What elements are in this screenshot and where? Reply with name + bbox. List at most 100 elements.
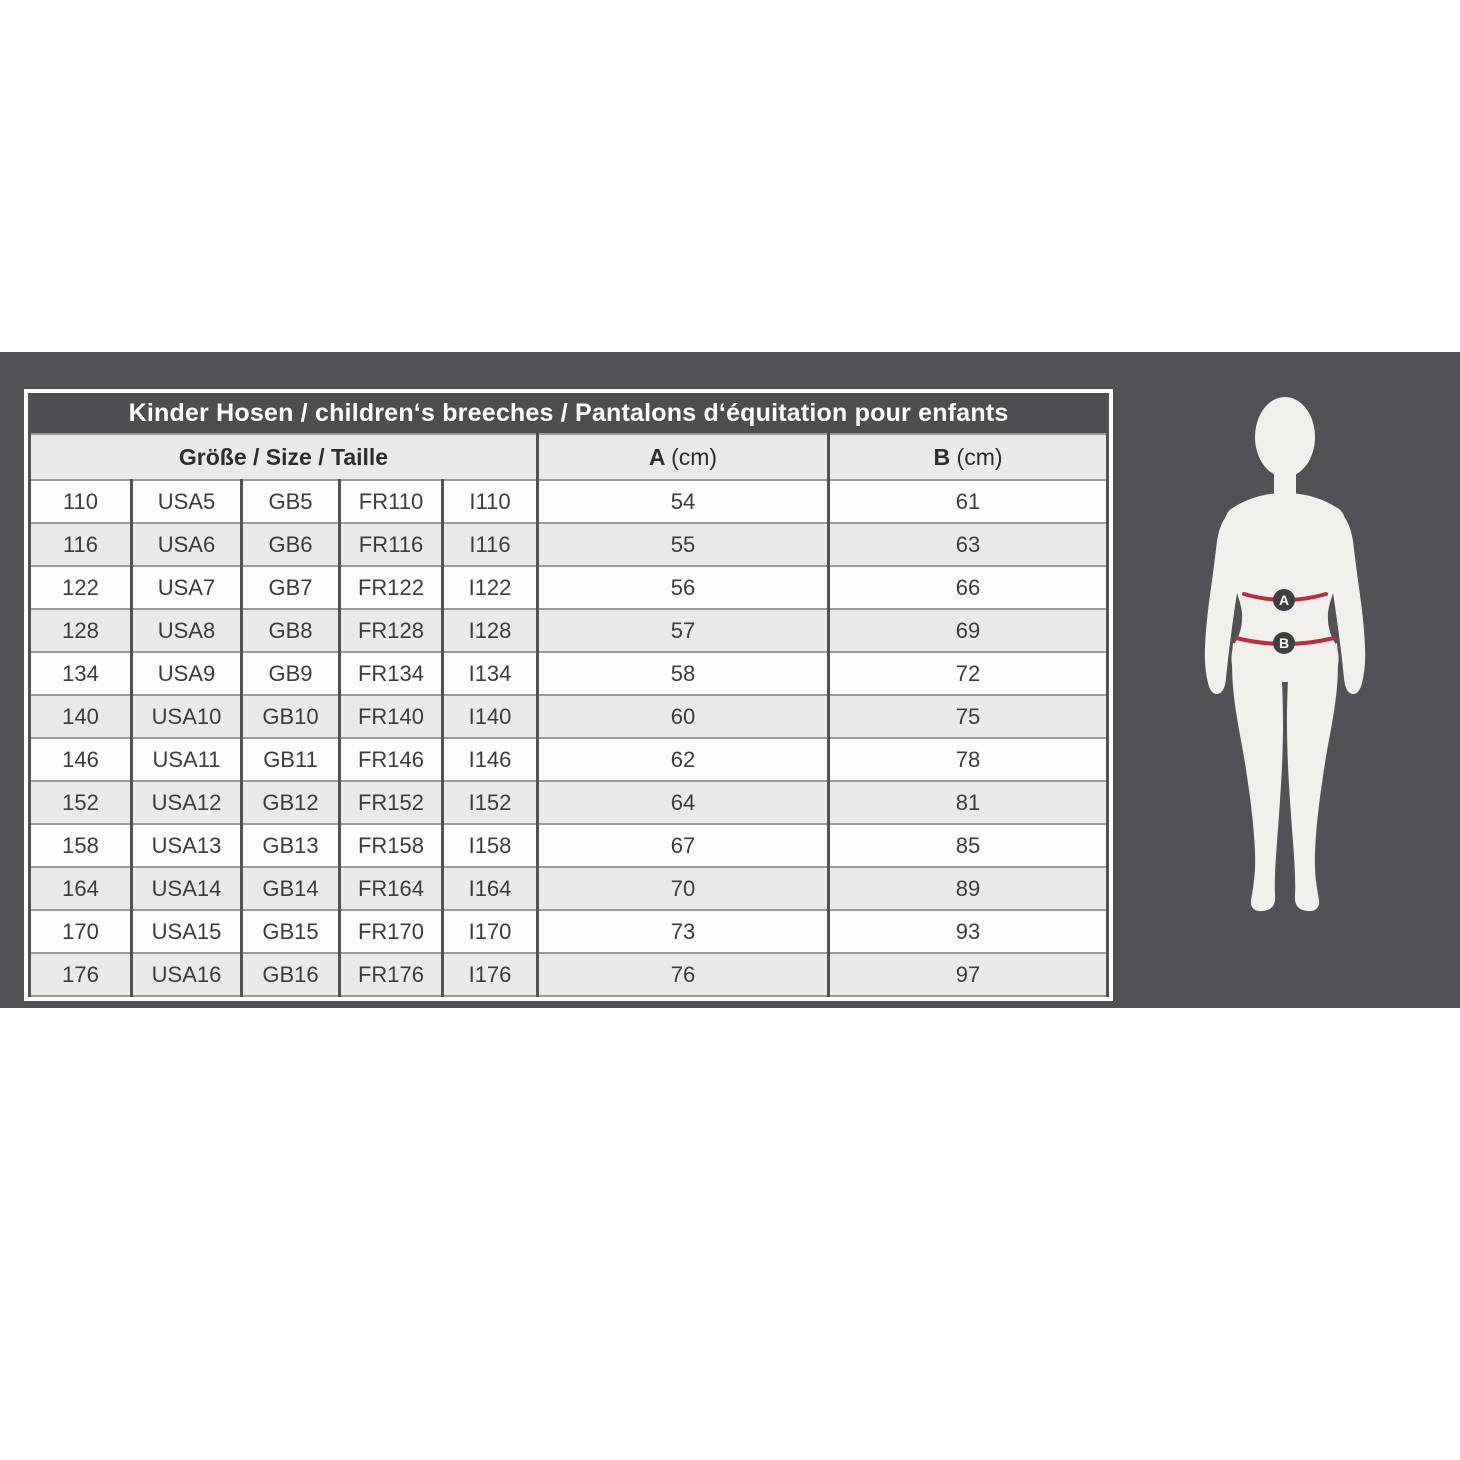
a-measure-cell: 55 — [536, 522, 830, 567]
it-size-cell: I140 — [441, 694, 539, 739]
it-size-cell: I122 — [441, 565, 539, 610]
fr-size-cell: FR140 — [338, 694, 444, 739]
a-measure-cell: 62 — [536, 737, 830, 782]
b-measure-cell: 93 — [826, 909, 1110, 954]
size-cell: 140 — [28, 694, 133, 739]
table-row: 122 USA7 GB7 FR122 I122 56 66 — [28, 565, 1110, 610]
it-size-cell: I110 — [441, 479, 539, 524]
size-cell: 176 — [28, 952, 133, 997]
gb-size-cell: GB12 — [240, 780, 341, 825]
usa-size-cell: USA11 — [130, 737, 243, 782]
figure-head — [1255, 397, 1315, 477]
figure-torso — [1223, 493, 1347, 682]
body-measurement-figure: A B — [1204, 397, 1366, 912]
table-row: 158 USA13 GB13 FR158 I158 67 85 — [28, 823, 1110, 868]
b-measure-cell: 61 — [826, 479, 1110, 524]
size-cell: 134 — [28, 651, 133, 696]
size-cell: 116 — [28, 522, 133, 567]
table-row: 134 USA9 GB9 FR134 I134 58 72 — [28, 651, 1110, 696]
table-row: 176 USA16 GB16 FR176 I176 76 97 — [28, 952, 1110, 997]
gb-size-cell: GB13 — [240, 823, 341, 868]
fr-size-cell: FR164 — [338, 866, 444, 911]
b-measure-cell: 69 — [826, 608, 1110, 653]
a-measure-cell: 60 — [536, 694, 830, 739]
size-cell: 122 — [28, 565, 133, 610]
waist-badge-label: A — [1279, 592, 1289, 608]
size-table: Kinder Hosen / children‘s breeches / Pan… — [24, 389, 1114, 1001]
gb-size-cell: GB5 — [240, 479, 341, 524]
figure-neck — [1274, 459, 1296, 503]
table-title-row: Kinder Hosen / children‘s breeches / Pan… — [27, 393, 1110, 435]
size-table-grid: Kinder Hosen / children‘s breeches / Pan… — [27, 393, 1110, 997]
gb-size-cell: GB10 — [240, 694, 341, 739]
hip-badge-circle — [1273, 632, 1295, 654]
size-cell: 164 — [28, 866, 133, 911]
figure-right-leg — [1287, 643, 1338, 912]
b-measure-cell: 66 — [826, 565, 1110, 610]
usa-size-cell: USA9 — [130, 651, 243, 696]
b-measure-cell: 85 — [826, 823, 1110, 868]
a-measure-cell: 64 — [536, 780, 830, 825]
gb-size-cell: GB9 — [240, 651, 341, 696]
it-size-cell: I158 — [441, 823, 539, 868]
fr-size-cell: FR116 — [338, 522, 444, 567]
fr-size-cell: FR128 — [338, 608, 444, 653]
a-measure-cell: 56 — [536, 565, 830, 610]
fr-size-cell: FR122 — [338, 565, 444, 610]
b-measure-cell: 97 — [826, 952, 1110, 997]
b-measure-cell: 81 — [826, 780, 1110, 825]
column-b-label: B — [933, 443, 951, 470]
b-measure-cell: 78 — [826, 737, 1110, 782]
fr-size-cell: FR152 — [338, 780, 444, 825]
fr-size-cell: FR146 — [338, 737, 444, 782]
table-row: 116 USA6 GB6 FR116 I116 55 63 — [28, 522, 1110, 567]
a-measure-cell: 58 — [536, 651, 830, 696]
table-row: 110 USA5 GB5 FR110 I110 54 61 — [28, 479, 1110, 524]
gb-size-cell: GB14 — [240, 866, 341, 911]
waist-badge-circle — [1273, 589, 1295, 611]
usa-size-cell: USA10 — [130, 694, 243, 739]
gb-size-cell: GB8 — [240, 608, 341, 653]
size-cell: 128 — [28, 608, 133, 653]
table-row: 164 USA14 GB14 FR164 I164 70 89 — [28, 866, 1110, 911]
table-header-row: Größe / Size / Taille A (cm) B (cm) — [28, 433, 1110, 481]
size-cell: 170 — [28, 909, 133, 954]
usa-size-cell: USA12 — [130, 780, 243, 825]
usa-size-cell: USA6 — [130, 522, 243, 567]
table-title: Kinder Hosen / children‘s breeches / Pan… — [27, 393, 1110, 435]
column-a-header: A (cm) — [536, 433, 830, 481]
a-measure-cell: 67 — [536, 823, 830, 868]
size-cell: 146 — [28, 737, 133, 782]
fr-size-cell: FR170 — [338, 909, 444, 954]
body-silhouette — [1204, 397, 1366, 912]
gb-size-cell: GB11 — [240, 737, 341, 782]
gb-size-cell: GB16 — [240, 952, 341, 997]
a-measure-cell: 70 — [536, 866, 830, 911]
fr-size-cell: FR110 — [338, 479, 444, 524]
usa-size-cell: USA5 — [130, 479, 243, 524]
it-size-cell: I128 — [441, 608, 539, 653]
usa-size-cell: USA15 — [130, 909, 243, 954]
it-size-cell: I152 — [441, 780, 539, 825]
gb-size-cell: GB15 — [240, 909, 341, 954]
table-row: 146 USA11 GB11 FR146 I146 62 78 — [28, 737, 1110, 782]
table-row: 140 USA10 GB10 FR140 I140 60 75 — [28, 694, 1110, 739]
usa-size-cell: USA8 — [130, 608, 243, 653]
it-size-cell: I164 — [441, 866, 539, 911]
size-chart-band: Kinder Hosen / children‘s breeches / Pan… — [0, 352, 1460, 1008]
it-size-cell: I146 — [441, 737, 539, 782]
size-cell: 110 — [28, 479, 133, 524]
gb-size-cell: GB7 — [240, 565, 341, 610]
column-b-header: B (cm) — [826, 433, 1110, 481]
it-size-cell: I170 — [441, 909, 539, 954]
b-measure-cell: 89 — [826, 866, 1110, 911]
column-a-label: A — [648, 443, 665, 470]
table-row: 170 USA15 GB15 FR170 I170 73 93 — [28, 909, 1110, 954]
fr-size-cell: FR176 — [338, 952, 444, 997]
a-measure-cell: 57 — [536, 608, 830, 653]
size-table-body: 110 USA5 GB5 FR110 I110 54 61 116 USA6 GB6 FR116 I1… — [28, 479, 1110, 997]
gb-size-cell: GB6 — [240, 522, 341, 567]
it-size-cell: I176 — [441, 952, 539, 997]
it-size-cell: I134 — [441, 651, 539, 696]
table-row: 128 USA8 GB8 FR128 I128 57 69 — [28, 608, 1110, 653]
